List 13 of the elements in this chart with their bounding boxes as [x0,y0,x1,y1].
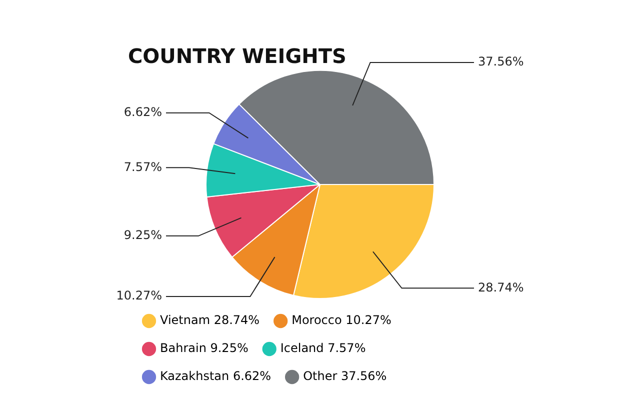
legend-label: Vietnam 28.74% [160,313,260,328]
chart-title: COUNTRY WEIGHTS [128,44,346,68]
legend-label: Kazakhstan 6.62% [160,369,272,384]
data-label: 6.62% [124,104,162,119]
data-label: 9.25% [124,228,162,242]
data-label: 7.57% [124,160,162,174]
data-label: 28.74% [478,280,524,294]
data-label: 10.27% [116,288,162,303]
legend-label: Morocco 10.27% [292,313,392,328]
legend-label: Iceland 7.57% [280,341,366,356]
legend-label: Bahrain 9.25% [160,341,248,356]
data-label: 37.56% [478,54,524,69]
legend-label: Other 37.56% [303,369,387,384]
